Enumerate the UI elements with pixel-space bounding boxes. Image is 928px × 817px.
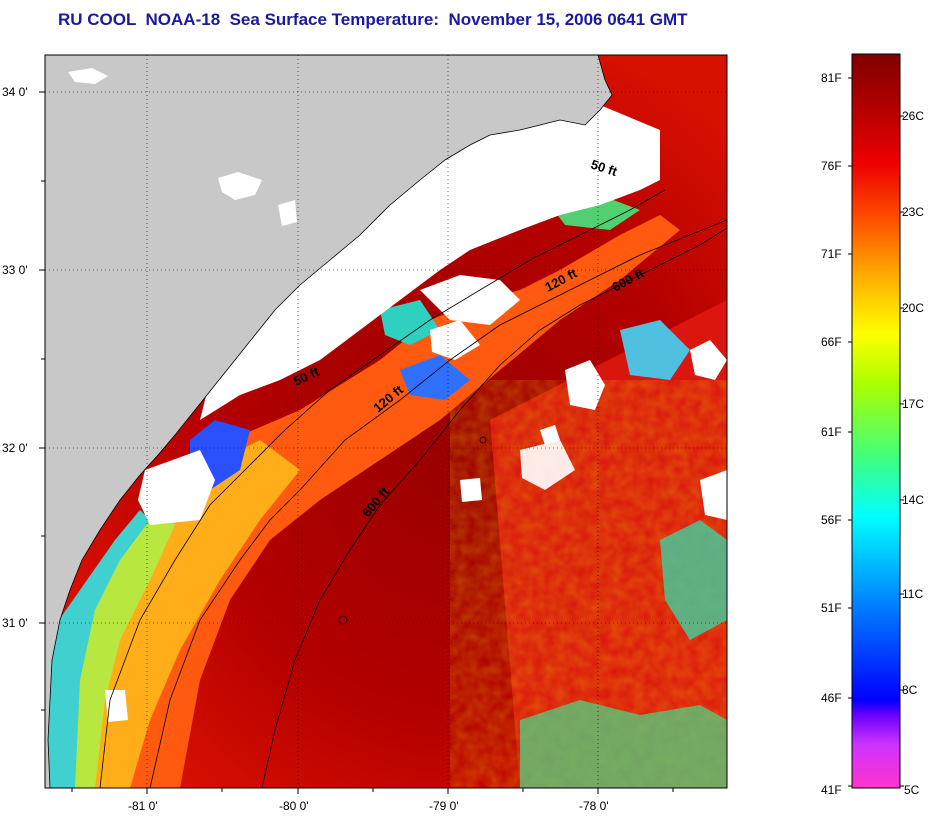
cloud-4 xyxy=(460,478,482,502)
inland-water-1 xyxy=(218,172,262,200)
station-marker-2 xyxy=(479,436,487,444)
colorbar-c-label-14: 14C xyxy=(902,493,924,507)
axis-ticks xyxy=(39,91,674,794)
inland-water-2 xyxy=(278,200,297,226)
cool-patch-5 xyxy=(620,320,690,380)
colorbar-c-label-20: 20C xyxy=(902,301,924,315)
colorbar-c-label-17: 17C xyxy=(902,397,924,411)
colorbar-f-label-56: 56F xyxy=(821,513,842,527)
cool-patch-7 xyxy=(520,700,727,788)
nearshore-nodata-2 xyxy=(420,275,520,325)
cloud-7 xyxy=(138,450,215,525)
cool-patch-2 xyxy=(400,355,470,400)
sst-field xyxy=(45,55,727,788)
cloud-9 xyxy=(700,470,727,520)
colorbar xyxy=(851,53,901,789)
lat-label-31: 31 0' xyxy=(2,616,28,630)
colorbar-c-label-11: 11C xyxy=(902,587,923,601)
lat-label-34: 34 0' xyxy=(2,85,28,99)
inland-water-3 xyxy=(68,68,108,84)
colorbar-c-label-8: 8C xyxy=(902,683,918,697)
colorbar-f-label-41: 41F xyxy=(821,783,842,797)
cloud-1 xyxy=(430,320,480,360)
lon-label-79: -79 0' xyxy=(429,799,459,813)
lon-label-78: -78 0' xyxy=(579,799,609,813)
nearshore-nodata xyxy=(200,105,660,420)
cloud-3 xyxy=(690,340,727,380)
isobaths xyxy=(99,189,727,788)
colorbar-f-label-61: 61F xyxy=(821,425,842,439)
colorbar-f-label-76: 76F xyxy=(821,159,842,173)
lat-label-33: 33 0' xyxy=(2,263,28,277)
station-marker-1 xyxy=(338,615,348,625)
cool-patch-3 xyxy=(380,300,440,345)
cool-patch-6 xyxy=(660,520,727,640)
graticule xyxy=(45,55,727,788)
colorbar-f-label-51: 51F xyxy=(821,601,842,615)
cloud-8 xyxy=(105,690,128,722)
map-frame xyxy=(44,54,728,789)
lon-label-80: -80 0' xyxy=(279,799,309,813)
map-title: RU COOL NOAA-18 Sea Surface Temperature:… xyxy=(58,10,688,29)
lat-label-32: 32 0' xyxy=(2,441,28,455)
cloud-2 xyxy=(565,360,605,410)
isobath-120ft xyxy=(149,219,727,788)
isobath-50ft xyxy=(99,189,666,788)
lon-label-81: -81 0' xyxy=(128,799,158,813)
coastal-green-band xyxy=(60,510,175,788)
cloud-5 xyxy=(520,440,575,490)
colorbar-f-label-66: 66F xyxy=(821,335,842,349)
coastal-cyan-band xyxy=(45,510,150,788)
colorbar-f-label-81: 81F xyxy=(821,71,842,85)
colorbar-c-label-23: 23C xyxy=(902,205,924,219)
colorbar-c-label-26: 26C xyxy=(902,109,924,123)
cloud-6 xyxy=(540,425,560,445)
colorbar-c-label-5: 5C xyxy=(904,783,920,797)
isobath-600ft xyxy=(261,227,727,788)
colorbar-f-label-71: 71F xyxy=(821,247,842,261)
land-mass xyxy=(45,55,613,788)
colorbar-f-label-46: 46F xyxy=(821,691,842,705)
colorbar-ticks xyxy=(848,77,904,787)
